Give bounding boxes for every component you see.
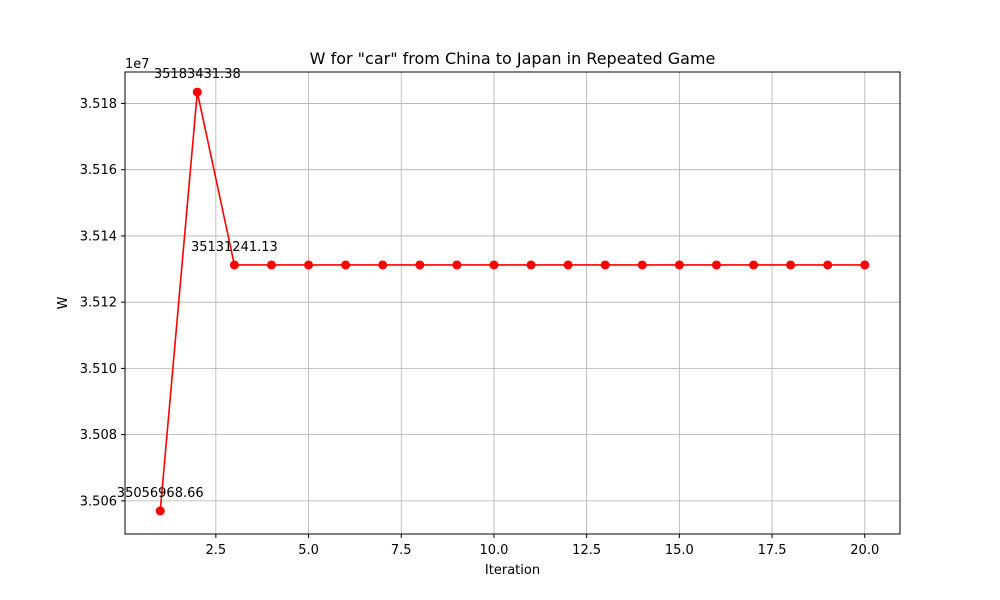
data-point xyxy=(749,260,759,270)
y-tick-label: 3.516 xyxy=(80,163,117,178)
data-label: 35056968.66 xyxy=(117,486,204,501)
data-point xyxy=(415,260,425,270)
data-point xyxy=(711,260,721,270)
y-axis-label: W xyxy=(56,296,71,309)
x-tick-label: 17.5 xyxy=(758,543,787,558)
data-point xyxy=(563,260,573,270)
data-point xyxy=(229,260,239,270)
plot-area-frame xyxy=(124,71,901,535)
x-tick-label: 5.0 xyxy=(298,543,319,558)
y-tick-label: 3.514 xyxy=(80,229,117,244)
y-tick-label: 3.512 xyxy=(80,296,117,311)
data-point xyxy=(341,260,351,270)
data-point xyxy=(489,260,499,270)
data-point xyxy=(674,260,684,270)
y-axis-ticks: 3.506 3.508 3.510 3.512 3.514 3.516 3.518 xyxy=(80,97,125,509)
y-tick-label: 3.508 xyxy=(80,428,117,443)
series-layer xyxy=(155,87,870,516)
y-tick-label: 3.518 xyxy=(80,97,117,112)
data-annotations: 35056968.66 35183431.38 35131241.13 xyxy=(117,67,278,501)
data-point xyxy=(304,260,314,270)
data-point xyxy=(823,260,833,270)
data-point xyxy=(860,260,870,270)
data-label: 35131241.13 xyxy=(191,240,278,255)
series-line xyxy=(159,91,865,511)
data-point xyxy=(637,260,647,270)
data-point xyxy=(192,87,202,97)
x-tick-label: 2.5 xyxy=(206,543,227,558)
data-point xyxy=(600,260,610,270)
data-point xyxy=(378,260,388,270)
data-point xyxy=(526,260,536,270)
data-label: 35183431.38 xyxy=(154,67,241,82)
x-tick-label: 7.5 xyxy=(391,543,412,558)
x-axis-label: Iteration xyxy=(485,563,540,578)
chart-title: W for "car" from China to Japan in Repea… xyxy=(310,49,716,68)
y-tick-label: 3.510 xyxy=(80,362,117,377)
data-point xyxy=(266,260,276,270)
data-point xyxy=(155,506,165,516)
grid xyxy=(125,72,900,534)
x-tick-label: 10.0 xyxy=(479,543,508,558)
data-point xyxy=(452,260,462,270)
x-tick-label: 20.0 xyxy=(850,543,879,558)
data-point xyxy=(786,260,796,270)
y-tick-label: 3.506 xyxy=(80,494,117,509)
x-tick-label: 15.0 xyxy=(665,543,694,558)
x-axis-ticks: 2.5 5.0 7.5 10.0 12.5 15.0 17.5 20.0 xyxy=(206,534,879,558)
y-axis-offset-label: 1e7 xyxy=(125,57,150,72)
x-tick-label: 12.5 xyxy=(572,543,601,558)
